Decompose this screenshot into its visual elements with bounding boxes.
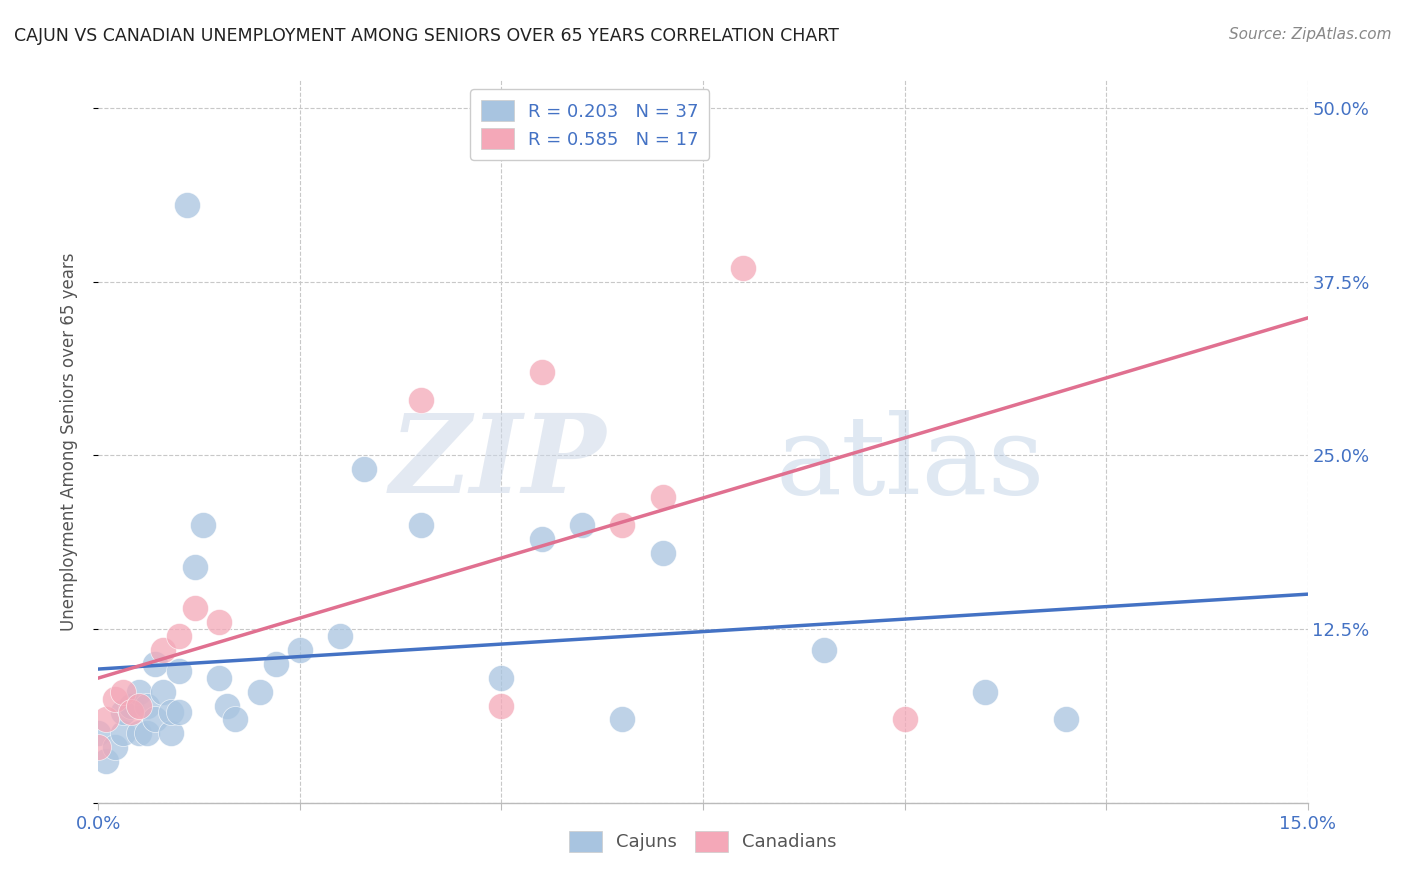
Point (208, 671, 231, 685)
Point (143, 657, 166, 671)
Point (530, 365, 553, 379)
Point (612, 713, 634, 727)
Point (160, 706, 183, 720)
Point (409, 392, 432, 407)
Point (893, 713, 915, 727)
Point (111, 684, 134, 698)
Legend: Cajuns, Canadians: Cajuns, Canadians (562, 823, 844, 859)
Point (120, 698, 142, 713)
Point (491, 698, 513, 713)
Point (111, 726, 134, 740)
Text: atlas: atlas (776, 409, 1045, 516)
Point (733, 260, 755, 275)
Point (167, 629, 190, 643)
Point (264, 657, 287, 671)
Point (176, 198, 198, 212)
Point (249, 684, 271, 698)
Point (143, 713, 166, 727)
Text: ZIP: ZIP (389, 409, 606, 517)
Point (184, 601, 207, 615)
Point (128, 698, 150, 713)
Point (329, 629, 352, 643)
Point (120, 706, 142, 720)
Point (184, 559, 207, 574)
Point (152, 643, 174, 657)
Point (87, 740, 110, 755)
Point (96, 713, 118, 727)
Point (167, 706, 190, 720)
Point (651, 490, 673, 504)
Point (651, 546, 673, 560)
Point (974, 684, 997, 698)
Point (530, 532, 553, 546)
Point (288, 643, 311, 657)
Point (409, 517, 432, 532)
Point (87, 726, 110, 740)
Point (353, 462, 375, 476)
Point (217, 698, 239, 713)
Point (160, 726, 183, 740)
Point (813, 643, 835, 657)
Point (1054, 713, 1077, 727)
Point (208, 615, 231, 630)
Text: CAJUN VS CANADIAN UNEMPLOYMENT AMONG SENIORS OVER 65 YEARS CORRELATION CHART: CAJUN VS CANADIAN UNEMPLOYMENT AMONG SEN… (14, 27, 839, 45)
Point (152, 684, 174, 698)
Point (96, 754, 118, 768)
Point (612, 517, 634, 532)
Point (167, 664, 190, 678)
Point (111, 706, 134, 720)
Point (135, 726, 157, 740)
Point (135, 698, 157, 713)
Point (224, 713, 246, 727)
Point (491, 671, 513, 685)
Point (103, 691, 125, 706)
Text: Source: ZipAtlas.com: Source: ZipAtlas.com (1229, 27, 1392, 42)
Y-axis label: Unemployment Among Seniors over 65 years: Unemployment Among Seniors over 65 years (59, 252, 77, 631)
Point (193, 517, 215, 532)
Point (128, 726, 150, 740)
Point (128, 684, 150, 698)
Point (103, 740, 125, 755)
Point (571, 517, 593, 532)
